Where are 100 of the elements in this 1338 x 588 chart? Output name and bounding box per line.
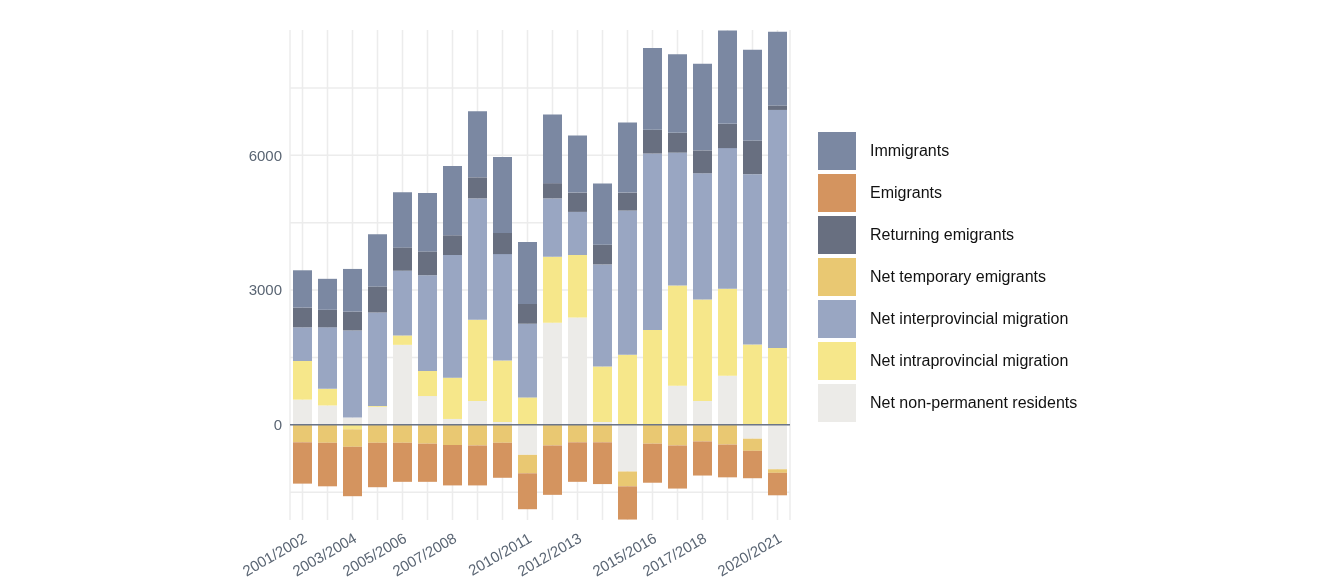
bar [518,241,537,304]
bar [718,375,737,425]
bar [418,396,437,425]
bar [668,132,687,153]
bar [493,157,512,234]
bar [568,442,587,482]
bar [468,111,487,178]
bar [468,177,487,199]
bar [418,275,437,371]
bar [768,109,787,348]
bar [443,166,462,236]
bar [443,377,462,419]
bar [668,152,687,286]
bar [568,255,587,318]
bar [543,256,562,323]
bar [518,454,537,474]
bar [668,424,687,446]
bar [543,445,562,495]
bar [768,472,787,496]
bar [743,140,762,175]
bar [493,233,512,255]
bar [568,211,587,256]
bar [368,442,387,488]
bar [643,129,662,154]
bar [493,442,512,478]
bar [643,424,662,444]
bar [743,344,762,425]
bar [718,30,737,124]
bar [293,307,312,328]
legend-label: Returning emigrants [870,226,1015,244]
bar [293,327,312,362]
bar [693,63,712,151]
bar [318,405,337,425]
bar [693,424,712,442]
bar [393,442,412,482]
bar [618,471,637,487]
bar [418,370,437,397]
bar [318,327,337,389]
bar [343,429,362,447]
bar [768,469,787,473]
bar [443,424,462,445]
bar [293,424,312,443]
bar [568,192,587,212]
legend-label: Emigrants [870,184,943,202]
bar [643,47,662,130]
bar [543,198,562,257]
bar [693,400,712,425]
bar [718,123,737,149]
bar [618,354,637,425]
bar [618,424,637,472]
bar [318,424,337,443]
bar [518,473,537,510]
bar [368,406,387,425]
bar [343,268,362,312]
bar [543,424,562,446]
bar [593,442,612,485]
bar [368,286,387,313]
bar [718,148,737,289]
legend-label: Net non-permanent residents [870,394,1078,412]
bar [593,244,612,265]
bar [418,424,437,444]
bar [468,319,487,401]
bar [768,31,787,106]
bar [618,192,637,211]
bar [768,424,787,470]
bar [318,442,337,487]
bar [693,441,712,476]
bar [368,234,387,287]
bar [668,385,687,425]
bar [393,424,412,443]
bar [393,270,412,336]
bar [318,278,337,310]
bar [518,424,537,455]
bar [668,445,687,489]
bar [493,424,512,443]
bar [368,424,387,443]
bar [368,312,387,406]
bar [418,251,437,276]
bar [468,445,487,486]
bar [518,323,537,398]
bar [743,438,762,451]
bar [318,388,337,406]
bar [743,424,762,439]
bar [568,424,587,443]
bar [418,443,437,482]
bar [718,424,737,445]
bar [593,424,612,443]
bar [343,446,362,497]
bar [668,285,687,386]
bar [493,254,512,361]
bar [318,309,337,328]
bar [743,49,762,141]
y-tick-label: 3000 [248,281,282,299]
bar [293,442,312,484]
bar [718,288,737,376]
bar [343,311,362,331]
legend-label: Net interprovincial migration [870,310,1069,328]
bar [593,183,612,245]
legend-label: Net temporary emigrants [870,268,1047,286]
bar [468,198,487,320]
